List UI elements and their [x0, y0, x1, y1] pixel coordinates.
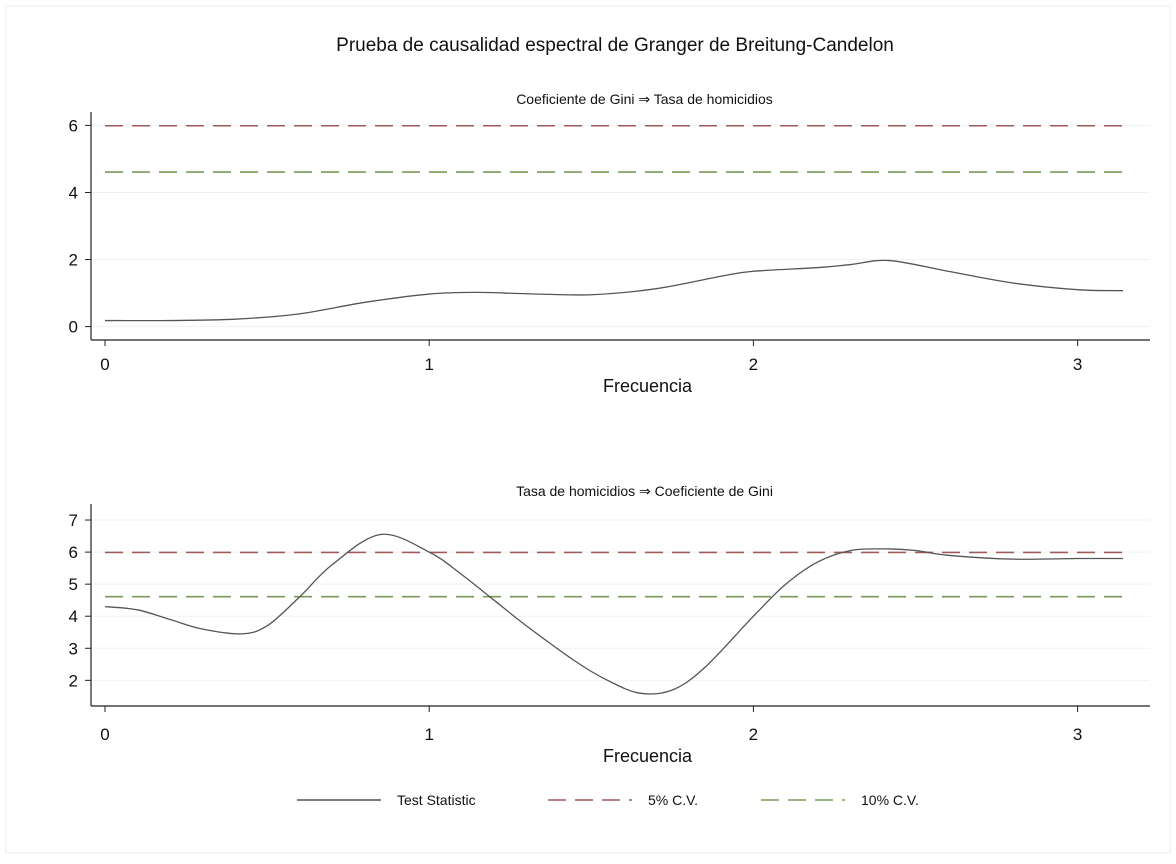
y-tick-label: 6 — [69, 116, 78, 135]
x-tick-label: 1 — [424, 725, 433, 744]
legend-item: 5% C.V. — [548, 792, 698, 808]
legend-item: Test Statistic — [297, 792, 476, 808]
y-tick-label: 0 — [69, 318, 78, 337]
y-tick-label: 2 — [69, 671, 78, 690]
y-tick-label: 4 — [69, 607, 78, 626]
panel-2: Tasa de homicidios ⇒ Coeficiente de Gini… — [69, 483, 1150, 766]
panel-subtitle: Coeficiente de Gini ⇒ Tasa de homicidios — [516, 91, 773, 107]
legend-label: 5% C.V. — [648, 792, 698, 808]
x-tick-label: 1 — [424, 355, 433, 374]
y-tick-label: 5 — [69, 575, 78, 594]
y-tick-label: 2 — [69, 251, 78, 270]
panel-subtitle: Tasa de homicidios ⇒ Coeficiente de Gini — [516, 483, 773, 499]
x-tick-label: 0 — [100, 355, 109, 374]
chart-title: Prueba de causalidad espectral de Grange… — [336, 35, 894, 56]
legend-item: 10% C.V. — [761, 792, 919, 808]
y-tick-label: 3 — [69, 639, 78, 658]
x-tick-label: 3 — [1073, 725, 1082, 744]
legend-label: 10% C.V. — [861, 792, 919, 808]
y-tick-label: 7 — [69, 511, 78, 530]
figure-frame — [5, 5, 1171, 854]
legend: Test Statistic 5% C.V. 10% C.V. — [297, 792, 919, 808]
legend-label: Test Statistic — [397, 792, 476, 808]
x-axis-label: Frecuencia — [603, 746, 693, 766]
y-tick-label: 4 — [69, 183, 78, 202]
x-tick-label: 0 — [100, 725, 109, 744]
x-tick-label: 2 — [749, 355, 758, 374]
panel-1: Coeficiente de Gini ⇒ Tasa de homicidios… — [69, 91, 1150, 396]
x-axis-label: Frecuencia — [603, 376, 693, 396]
y-tick-label: 6 — [69, 543, 78, 562]
x-tick-label: 2 — [749, 725, 758, 744]
test-statistic-line — [104, 259, 1124, 322]
test-statistic-line — [104, 533, 1124, 695]
x-tick-label: 3 — [1073, 355, 1082, 374]
